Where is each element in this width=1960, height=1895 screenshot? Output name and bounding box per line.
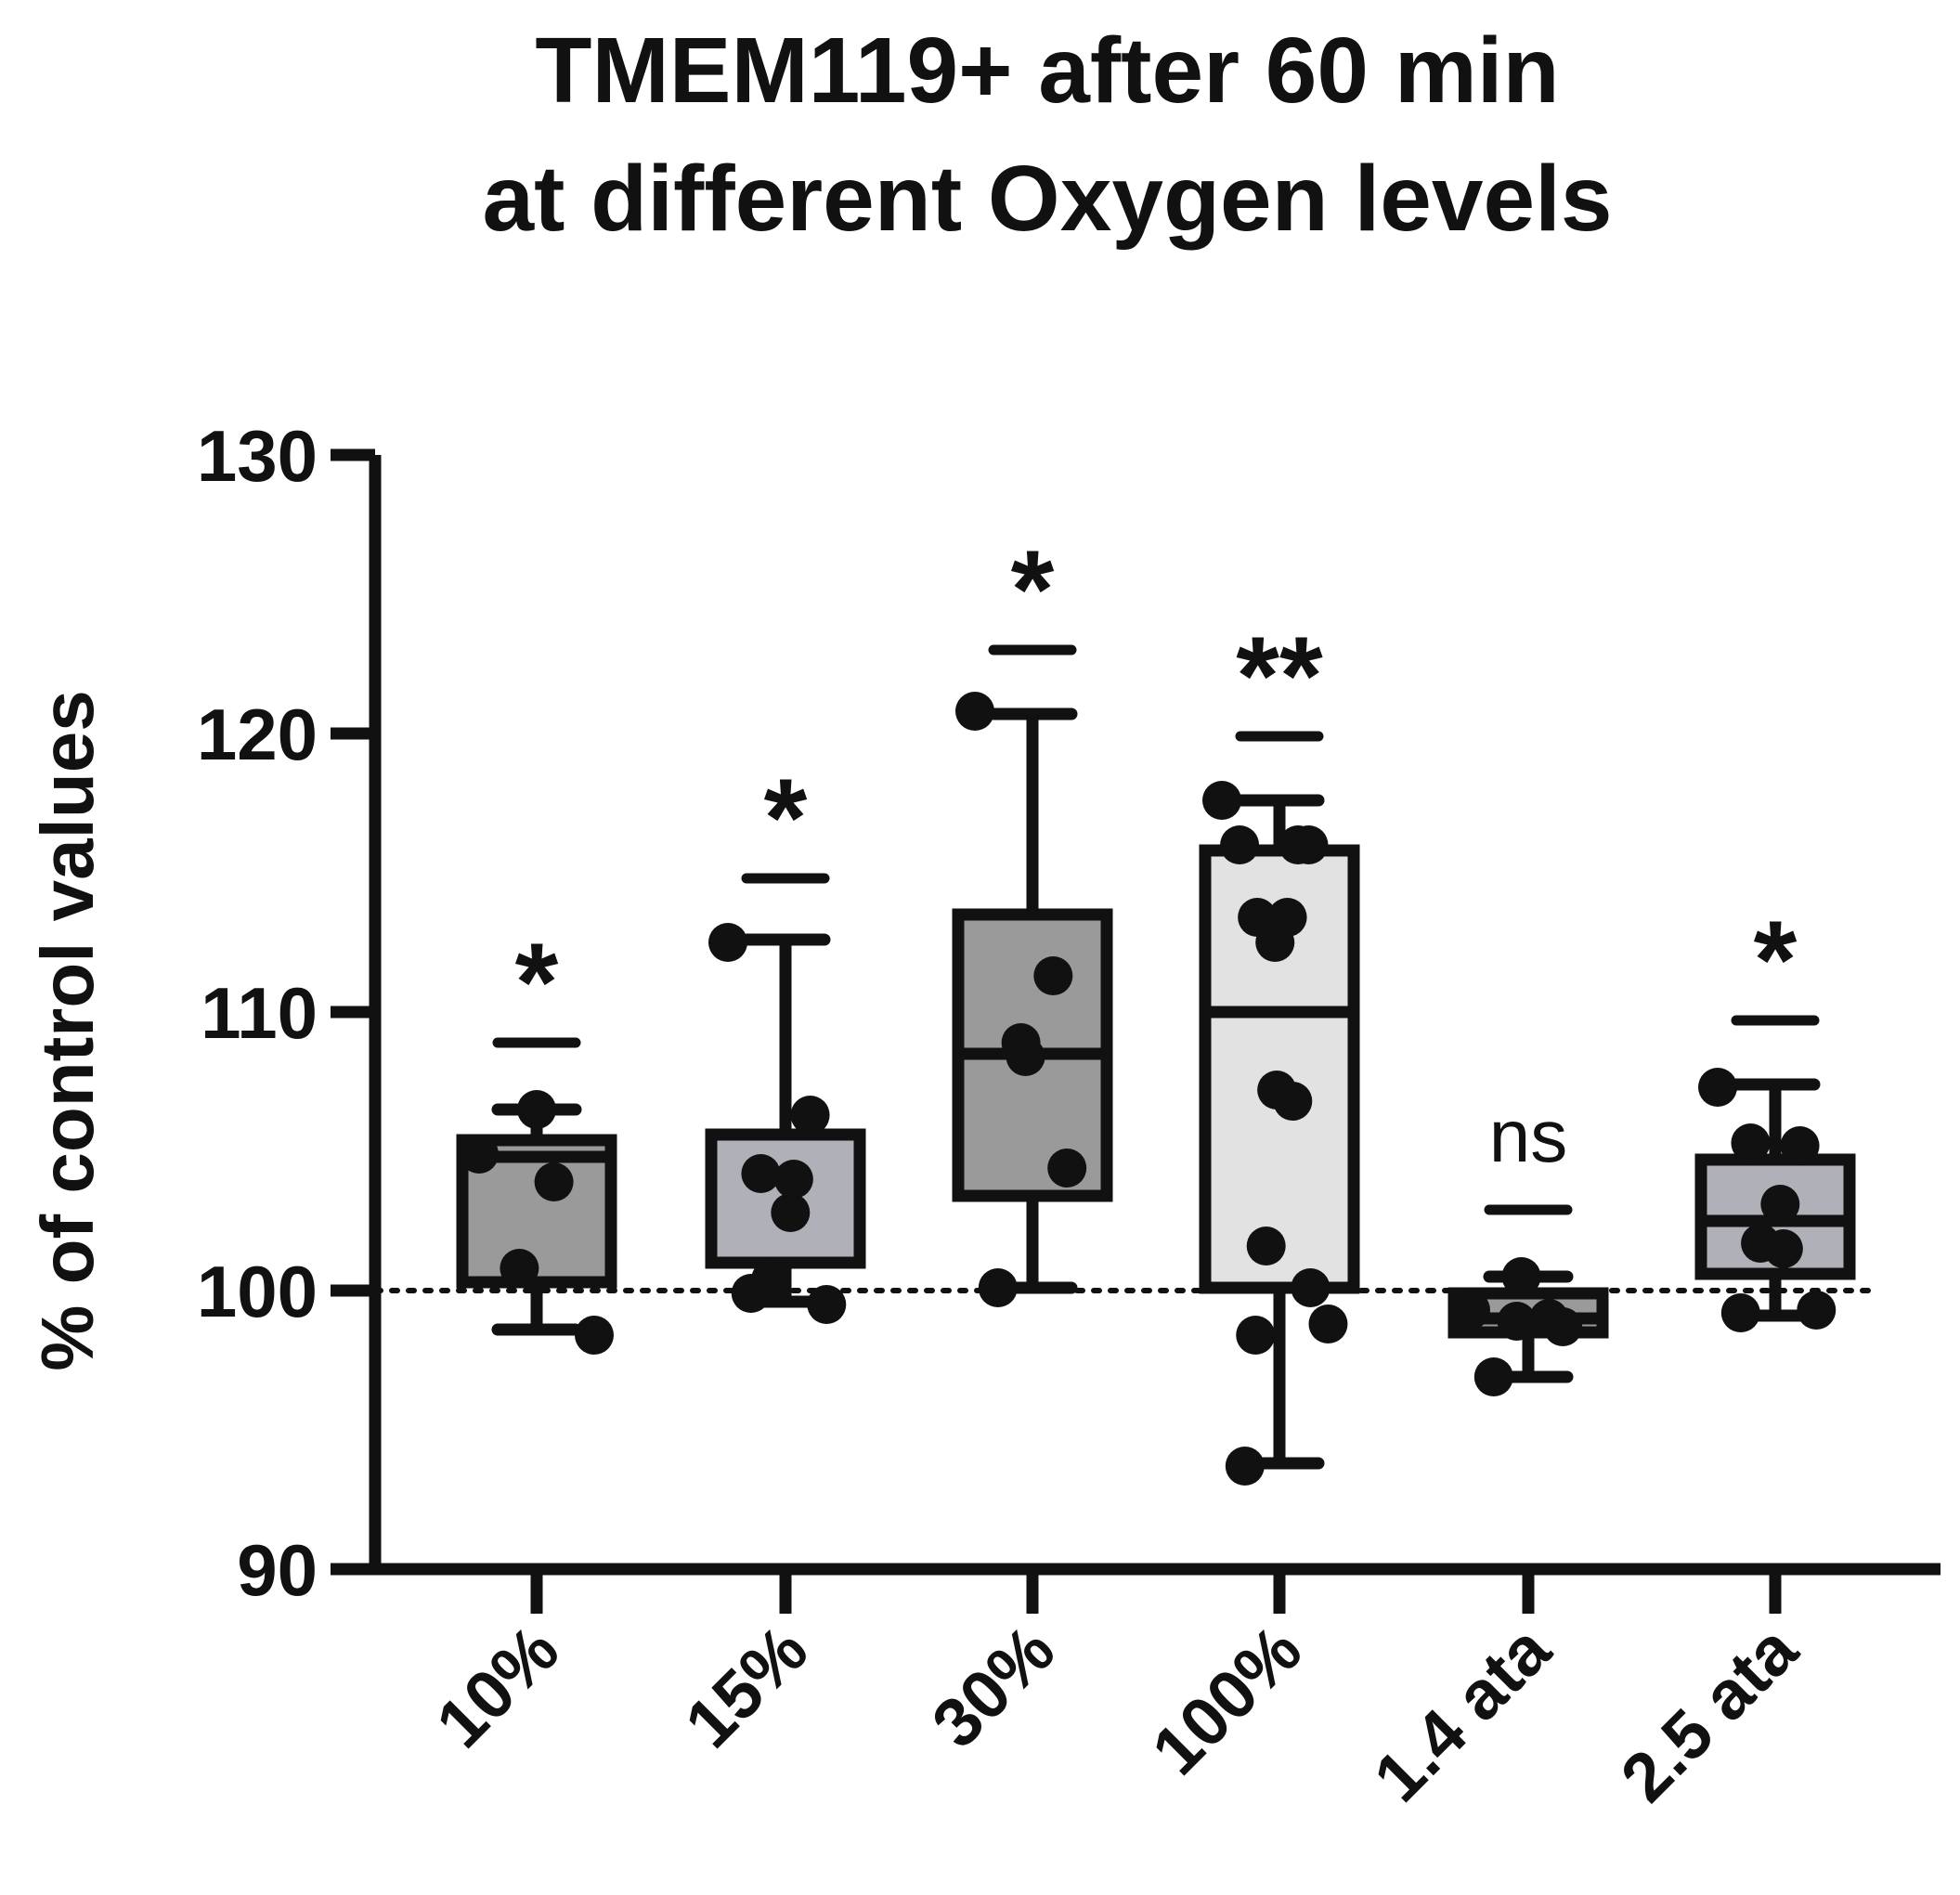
data-point: [741, 1154, 781, 1193]
data-point: [771, 1193, 811, 1232]
data-point: [1698, 1068, 1737, 1107]
data-point: [1780, 1126, 1820, 1165]
data-point: [1741, 1224, 1781, 1263]
significance-label: *: [764, 756, 808, 880]
data-point: [1033, 956, 1073, 995]
x-tick-label: 10%: [422, 1611, 573, 1762]
data-point: [978, 1268, 1018, 1307]
x-tick-label: 15%: [670, 1611, 822, 1762]
data-point: [731, 1274, 771, 1313]
y-axis-label: % of control values: [26, 690, 109, 1370]
x-tick-label: 2.5 ata: [1606, 1610, 1812, 1816]
data-point: [1720, 1293, 1760, 1332]
data-point: [807, 1285, 847, 1324]
significance-label: *: [515, 920, 559, 1045]
data-point: [1273, 1082, 1313, 1121]
data-point: [1451, 1291, 1490, 1330]
data-point: [575, 1316, 614, 1355]
data-point: [534, 1162, 574, 1201]
data-point: [790, 1096, 830, 1135]
y-tick-label: 120: [197, 694, 318, 775]
data-point: [1797, 1291, 1837, 1330]
data-point: [1501, 1257, 1541, 1296]
data-point: [1047, 1149, 1087, 1188]
y-tick-label: 110: [201, 972, 318, 1054]
data-point: [1255, 923, 1295, 962]
y-tick-label: 130: [197, 415, 318, 497]
data-point: [1236, 1316, 1276, 1355]
plot-area: 90 100 110 120 130 10% * 15% * 30% * 100% ** 1.4 ata n…: [197, 415, 1941, 1816]
data-point: [1225, 1447, 1265, 1486]
y-tick-label: 100: [197, 1251, 318, 1332]
significance-label: *: [1754, 898, 1798, 1022]
chart-title-line-2: at different Oxygen levels: [482, 147, 1612, 251]
data-point: [1246, 1227, 1286, 1265]
data-point: [1731, 1123, 1771, 1162]
data-point: [1006, 1037, 1045, 1076]
chart-title-line-1: TMEM119+ after 60 min: [535, 19, 1559, 123]
data-point: [955, 692, 994, 731]
x-tick-label: 1.4 ata: [1359, 1610, 1565, 1816]
data-point: [708, 923, 747, 962]
x-tick-label: 100%: [1137, 1611, 1317, 1790]
data-point: [1760, 1185, 1800, 1224]
data-point: [517, 1090, 556, 1129]
data-point: [500, 1249, 539, 1288]
data-point: [1543, 1307, 1583, 1346]
x-tick-label: 30%: [917, 1611, 1069, 1762]
significance-label: ns: [1489, 1095, 1568, 1177]
data-point: [1473, 1357, 1513, 1396]
significance-label: **: [1236, 614, 1323, 738]
data-point: [773, 1160, 813, 1199]
data-point: [460, 1135, 499, 1174]
y-tick-label: 90: [237, 1529, 318, 1611]
significance-label: *: [1011, 527, 1055, 652]
data-point: [1220, 825, 1260, 864]
data-point: [1202, 781, 1241, 820]
data-point: [1308, 1304, 1348, 1343]
data-point: [1497, 1302, 1537, 1341]
data-point: [1291, 1268, 1330, 1307]
data-point: [1279, 825, 1318, 864]
